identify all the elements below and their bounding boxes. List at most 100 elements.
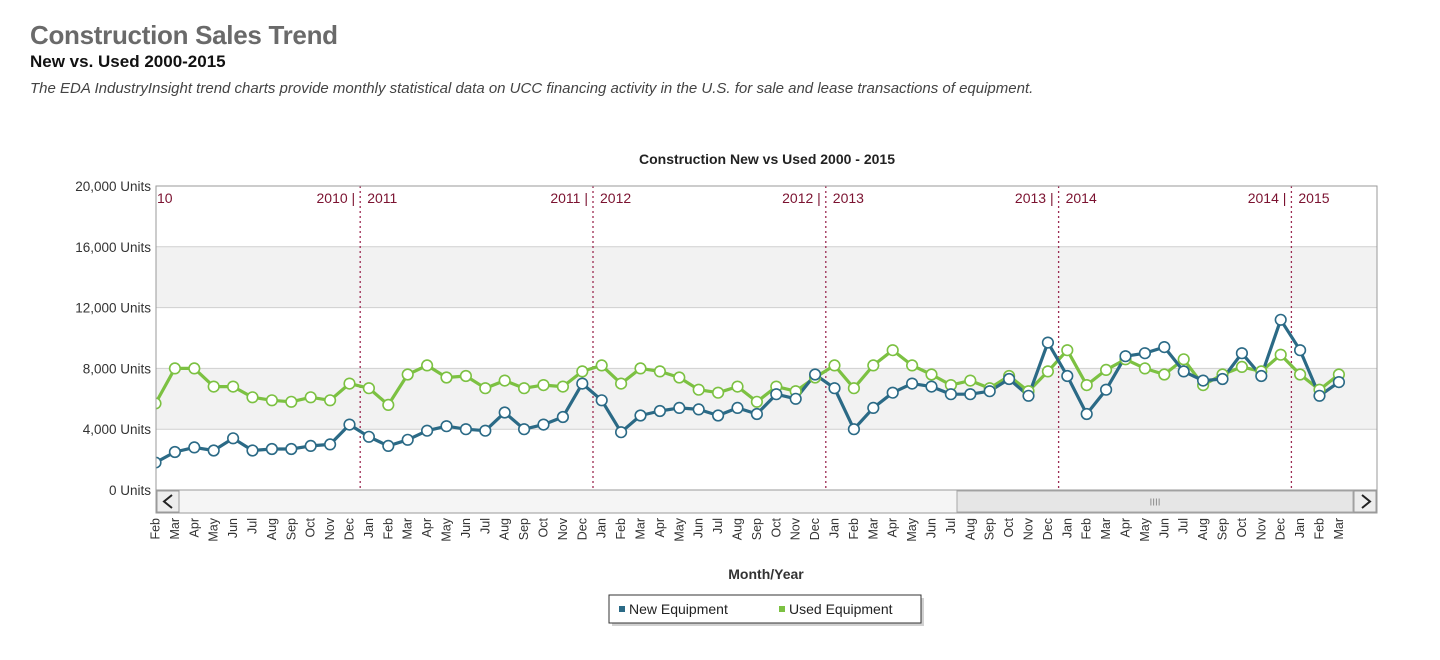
data-point-used — [847, 382, 861, 395]
data-point-new — [227, 432, 240, 445]
data-point-used — [576, 365, 589, 378]
page-title: Construction Sales Trend — [30, 20, 338, 50]
x-tick-label: May — [1138, 517, 1152, 541]
data-point-new — [537, 418, 550, 431]
data-point-new — [440, 420, 453, 433]
data-point-new — [964, 388, 977, 401]
page-subtitle: New vs. Used 2000-2015 — [30, 52, 226, 71]
data-point-used — [1177, 353, 1190, 366]
y-tick-label: 12,000 Units — [75, 301, 151, 316]
data-point-used — [440, 371, 453, 384]
data-point-used — [886, 344, 899, 357]
x-tick-label: Oct — [1235, 517, 1249, 537]
data-point-used — [1138, 362, 1151, 375]
legend-item-new[interactable]: New Equipment — [619, 601, 728, 617]
plot-band — [156, 246, 1377, 308]
data-point-used — [750, 395, 764, 408]
x-tick-label: Apr — [653, 518, 667, 537]
scroll-left-button[interactable] — [156, 490, 180, 513]
data-point-used — [1235, 360, 1248, 374]
y-axis-ticks: 0 Units 4,000 Units 8,000 Units 12,000 Unit… — [75, 179, 151, 498]
x-tick-label: Jul — [1177, 518, 1191, 534]
legend-item-used[interactable]: Used Equipment — [779, 601, 893, 617]
x-tick-label: Nov — [1022, 517, 1036, 540]
x-tick-label: Sep — [750, 518, 764, 540]
data-point-used — [188, 362, 201, 375]
x-tick-label: Mar — [1332, 518, 1346, 540]
data-point-used — [653, 365, 667, 378]
data-point-new — [1293, 344, 1307, 357]
data-point-new — [828, 382, 841, 395]
data-point-used — [595, 359, 608, 372]
data-point-new — [1022, 389, 1035, 402]
year-label: 2013 | — [1015, 190, 1054, 206]
x-tick-label: Apr — [1119, 518, 1133, 537]
year-label: 2012 — [600, 190, 631, 206]
y-tick-label: 20,000 Units — [75, 179, 151, 194]
data-point-used — [207, 380, 220, 393]
year-label: 2011 — [367, 190, 397, 206]
x-tick-label: Jul — [246, 518, 260, 534]
x-tick-label: Dec — [1041, 518, 1055, 540]
x-tick-label: Mar — [866, 518, 880, 540]
x-tick-label: Dec — [808, 518, 822, 540]
data-point-used — [614, 377, 628, 390]
scrollbar-thumb[interactable] — [956, 490, 1354, 513]
x-tick-label: Oct — [537, 517, 551, 537]
data-point-used — [1041, 365, 1054, 378]
x-tick-label: Jun — [925, 518, 939, 538]
data-point-new — [1041, 336, 1054, 349]
data-point-used — [459, 369, 473, 383]
page-description: The EDA IndustryInsight trend charts pro… — [30, 80, 1034, 97]
x-tick-label: Feb — [149, 518, 163, 540]
x-tick-label: Mar — [401, 518, 415, 540]
x-tick-label: Mar — [634, 518, 648, 540]
x-tick-label: Apr — [886, 518, 900, 537]
y-tick-label: 16,000 Units — [75, 240, 151, 255]
data-point-new — [156, 456, 162, 469]
x-tick-label: Mar — [168, 518, 182, 540]
year-label: 2015 — [1298, 190, 1329, 206]
data-point-new — [1002, 372, 1016, 386]
legend-label-used: Used Equipment — [789, 601, 893, 617]
x-tick-label: Jan — [828, 518, 842, 538]
data-point-new — [614, 426, 628, 439]
data-point-new — [265, 442, 279, 456]
x-tick-label: Jan — [362, 518, 376, 538]
x-tick-label: Oct — [769, 517, 783, 537]
plot-bands — [156, 246, 1377, 430]
x-tick-label: May — [672, 517, 686, 541]
year-label: 2012 | — [782, 190, 821, 206]
x-tick-label: May — [905, 517, 919, 541]
data-point-new — [1313, 389, 1326, 402]
y-tick-label: 8,000 Units — [83, 361, 152, 376]
x-tick-label: Jun — [1157, 518, 1171, 538]
data-point-new — [324, 438, 337, 451]
chart-title: Construction New vs Used 2000 - 2015 — [639, 151, 895, 167]
data-point-used — [517, 382, 531, 395]
scrollbar[interactable]: IIII — [155, 489, 1378, 514]
x-tick-label: Jun — [459, 518, 473, 538]
data-point-used — [168, 362, 181, 375]
data-point-used — [498, 374, 511, 387]
scroll-right-button[interactable] — [1353, 490, 1377, 513]
x-tick-label: Nov — [1254, 517, 1268, 540]
data-point-used — [1158, 368, 1171, 381]
year-label-partial: 10 — [157, 190, 173, 206]
year-label: 2011 | — [550, 190, 588, 206]
x-tick-label: Jun — [226, 518, 240, 538]
scrollbar-grip: IIII — [1149, 498, 1160, 509]
data-point-used — [634, 362, 647, 375]
x-tick-label: Feb — [847, 518, 861, 540]
data-point-new — [1216, 372, 1229, 386]
data-point-used — [265, 394, 279, 407]
data-point-new — [1255, 369, 1268, 383]
data-point-new — [731, 401, 744, 415]
data-point-used — [479, 382, 492, 395]
data-point-new — [595, 394, 608, 407]
data-point-new — [847, 423, 861, 436]
x-tick-label: May — [440, 517, 454, 541]
data-point-used — [285, 395, 298, 408]
data-point-used — [905, 359, 919, 372]
year-label: 2010 | — [317, 190, 356, 206]
